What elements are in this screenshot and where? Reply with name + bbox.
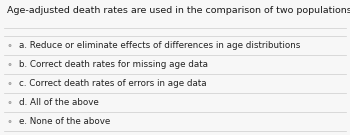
Text: c. Correct death rates of errors in age data: c. Correct death rates of errors in age … [19, 79, 206, 88]
Text: e. None of the above: e. None of the above [19, 117, 110, 126]
Text: a. Reduce or eliminate effects of differences in age distributions: a. Reduce or eliminate effects of differ… [19, 41, 300, 50]
Text: b. Correct death rates for missing age data: b. Correct death rates for missing age d… [19, 60, 208, 69]
Text: Age-adjusted death rates are used in the comparison of two populations in order : Age-adjusted death rates are used in the… [7, 6, 350, 15]
Text: d. All of the above: d. All of the above [19, 98, 99, 107]
